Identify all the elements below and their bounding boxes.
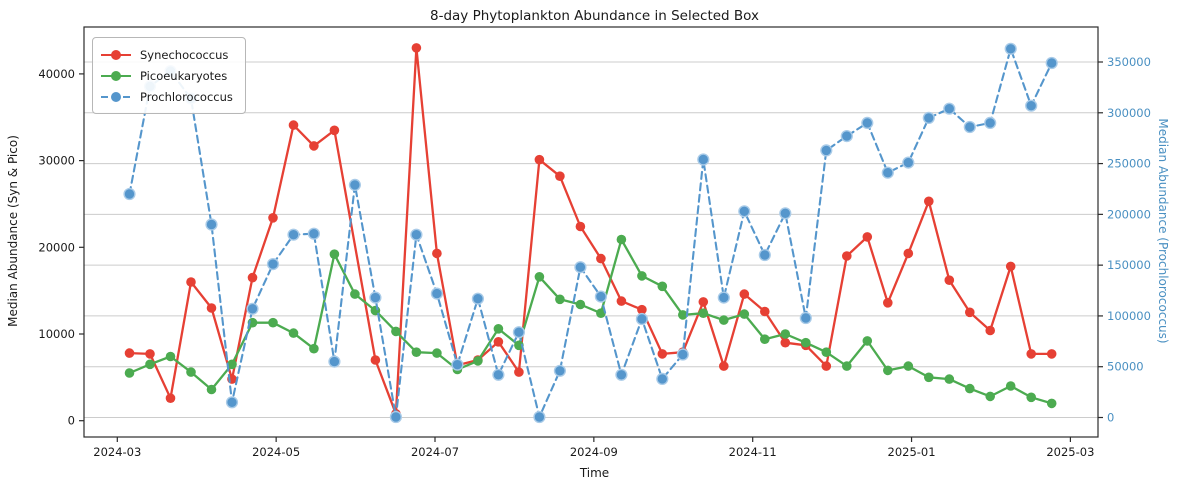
series-synechococcus-markers [124, 43, 1057, 419]
picoeukaryotes-line-sample-marker [111, 70, 121, 81]
svg-text:2024-11: 2024-11 [729, 445, 777, 459]
legend: Synechococcus Picoeukaryotes Prochloroco… [92, 37, 246, 114]
svg-text:50000: 50000 [1107, 360, 1144, 374]
svg-text:150000: 150000 [1107, 258, 1151, 272]
x-axis-ticks: 2024-03 2024-05 2024-07 2024-09 2024-11 2025-… [93, 437, 1094, 459]
series-prochlorococcus-markers [123, 42, 1058, 424]
right-axis-label: Median Abundance (Prochlorococcus) [1156, 118, 1170, 344]
svg-text:20000: 20000 [38, 240, 75, 254]
svg-text:0: 0 [1107, 411, 1114, 425]
left-axis-ticks: 0 10000 20000 30000 40000 [38, 67, 84, 428]
picoeukaryotes-line-sample [101, 70, 131, 82]
series-picoeukaryotes-line [128, 238, 1053, 405]
svg-text:2024-03: 2024-03 [93, 445, 141, 459]
legend-label-prochlorococcus: Prochlorococcus [140, 89, 233, 104]
series-synechococcus-line [128, 46, 1053, 415]
svg-text:2024-05: 2024-05 [252, 445, 300, 459]
prochlorococcus-line-sample-marker [111, 91, 121, 102]
synechococcus-line-sample [101, 49, 131, 61]
left-axis-label: Median Abundance (Syn & Pico) [6, 135, 20, 327]
svg-text:200000: 200000 [1107, 207, 1151, 221]
svg-text:2024-09: 2024-09 [570, 445, 618, 459]
svg-text:40000: 40000 [38, 67, 75, 81]
series-prochlorococcus-line [128, 47, 1053, 419]
svg-text:2025-01: 2025-01 [888, 445, 936, 459]
svg-text:30000: 30000 [38, 154, 75, 168]
prochlorococcus-line-sample [101, 91, 131, 103]
right-axis-ticks: 0 50000 100000 150000 200000 250000 300000 3500… [1098, 55, 1151, 425]
legend-item-picoeukaryotes: Picoeukaryotes [101, 65, 233, 86]
legend-label-picoeukaryotes: Picoeukaryotes [140, 68, 228, 83]
svg-text:2024-07: 2024-07 [411, 445, 459, 459]
synechococcus-line-sample-marker [111, 49, 121, 60]
svg-text:10000: 10000 [38, 327, 75, 341]
legend-item-synechococcus: Synechococcus [101, 44, 233, 65]
svg-text:100000: 100000 [1107, 309, 1151, 323]
x-axis-label: Time [579, 466, 610, 480]
legend-label-synechococcus: Synechococcus [140, 47, 229, 62]
gridlines [84, 61, 1098, 418]
svg-text:250000: 250000 [1107, 157, 1151, 171]
series-picoeukaryotes-markers [124, 234, 1057, 409]
svg-text:2025-03: 2025-03 [1046, 445, 1094, 459]
svg-text:300000: 300000 [1107, 106, 1151, 120]
svg-text:0: 0 [68, 414, 75, 428]
plot-frame [83, 26, 1099, 438]
chart-title: 8-day Phytoplankton Abundance in Selecte… [429, 8, 760, 24]
svg-text:350000: 350000 [1107, 55, 1151, 69]
legend-item-prochlorococcus: Prochlorococcus [101, 86, 233, 107]
